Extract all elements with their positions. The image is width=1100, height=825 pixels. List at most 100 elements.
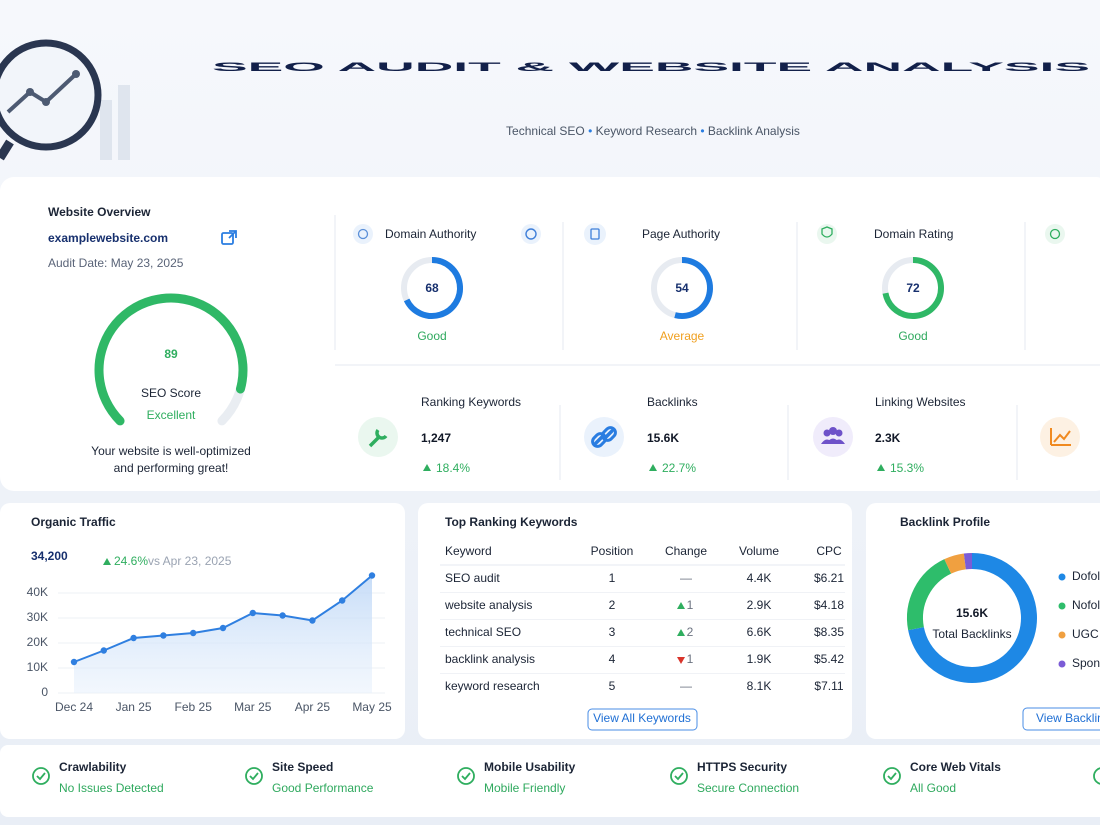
cell: backlink analysis	[445, 652, 535, 666]
cell: $4.18	[814, 598, 844, 612]
subtitle-item: Technical SEO	[506, 124, 585, 138]
keywords-card	[418, 503, 852, 739]
check-icon	[32, 767, 50, 785]
metric-value: 1,247	[421, 431, 451, 445]
cell: $6.21	[814, 571, 844, 585]
check-icon	[670, 767, 688, 785]
donut-segment	[907, 559, 952, 631]
cell: keyword research	[445, 679, 540, 693]
authority-rating: Average	[660, 329, 705, 343]
ring-value	[674, 257, 713, 319]
check-status: Secure Connection	[697, 781, 799, 795]
authority-name: Domain Authority	[385, 227, 476, 241]
check-mark	[249, 772, 259, 781]
site[interactable]: examplewebsite.com	[48, 231, 168, 245]
metric-change: 22.7%	[662, 461, 696, 475]
overview-card	[0, 177, 1100, 491]
legend-dot	[1058, 602, 1066, 610]
score-rating: Excellent	[147, 408, 196, 422]
cell: 1	[687, 652, 694, 666]
cell: $5.42	[814, 652, 844, 666]
point	[160, 632, 167, 639]
cell: 1	[609, 571, 616, 585]
cell: $8.35	[814, 625, 844, 639]
separator: •	[585, 124, 596, 138]
icons	[353, 223, 1080, 457]
y-tick-label: 30K	[27, 610, 48, 624]
point	[70, 658, 78, 666]
point	[100, 647, 108, 654]
ring-value	[882, 257, 944, 319]
y-tick-label: 0	[41, 685, 48, 699]
y-tick-label: 20K	[27, 635, 48, 649]
legend-label: Spons	[1072, 656, 1100, 670]
chart-title: Organic Traffic	[31, 515, 116, 529]
authority-rating: Good	[898, 329, 927, 343]
column-header: Position	[591, 544, 634, 558]
point	[130, 634, 137, 642]
y-tick-label: 10K	[27, 660, 48, 674]
audit-date: Audit Date: May 23, 2025	[48, 256, 184, 270]
authority-value: 54	[675, 281, 689, 295]
metric-name: Ranking Keywords	[421, 395, 521, 409]
logo	[0, 39, 130, 161]
legend-dot	[1058, 660, 1066, 668]
metric-value: 2.3K	[875, 431, 901, 445]
view-backlinks-button[interactable]	[1022, 707, 1100, 731]
cell: —	[680, 571, 692, 585]
cell: 2	[609, 598, 616, 612]
column-header: Volume	[739, 544, 779, 558]
authority-name: Domain Rating	[874, 227, 953, 241]
donut-segment	[908, 553, 1037, 683]
score-label: SEO Score	[141, 386, 201, 400]
check-icon	[245, 767, 263, 785]
area	[74, 575, 372, 693]
cell: 4	[609, 652, 616, 666]
legend-dot	[1058, 631, 1066, 639]
check-mark	[674, 772, 684, 781]
cell: 1.9K	[747, 652, 772, 666]
point	[279, 612, 286, 619]
change-arrow	[677, 602, 685, 609]
cell: 8.1K	[747, 679, 772, 693]
view-all-button[interactable]	[587, 708, 698, 731]
metric-value: 15.6K	[647, 431, 679, 445]
check-mark	[36, 772, 46, 781]
check-icon	[883, 767, 901, 785]
x-tick-label: Feb 25	[175, 700, 213, 714]
view-backlinks-label[interactable]: View Backlin	[1036, 711, 1100, 725]
external-link-icon[interactable]	[221, 230, 237, 245]
headline-change: 24.6%	[114, 554, 148, 568]
x-tick-label: Jan 25	[116, 700, 152, 714]
cell: technical SEO	[445, 625, 521, 639]
authority-value: 68	[425, 281, 439, 295]
trend-arrow	[649, 464, 657, 471]
headline: 34,200	[31, 549, 68, 563]
point	[339, 597, 346, 604]
check-status: Good Performance	[272, 781, 374, 795]
donut-segment	[944, 553, 967, 574]
change-arrow	[677, 629, 685, 636]
title: SEO AUDIT & WEBSITE ANALYSIS	[212, 60, 1090, 74]
column-header: CPC	[816, 544, 842, 558]
x-tick-label: Mar 25	[234, 700, 272, 714]
check-mark	[461, 772, 471, 781]
checks-card	[0, 745, 1100, 817]
table-title: Top Ranking Keywords	[445, 515, 578, 529]
cell: 2.9K	[747, 598, 772, 612]
x-tick-label: May 25	[352, 700, 392, 714]
chart-title: Backlink Profile	[900, 515, 990, 529]
donut-value: 15.6K	[956, 606, 988, 620]
subtitle-item: Backlink Analysis	[708, 124, 800, 138]
score: 89	[164, 347, 178, 361]
cell: website analysis	[444, 598, 532, 612]
check-name: Site Speed	[272, 760, 333, 774]
cell: 5	[609, 679, 616, 693]
view-all-label[interactable]: View All Keywords	[593, 711, 691, 725]
trend-arrow	[103, 558, 111, 565]
point	[249, 609, 256, 617]
trend-arrow	[877, 464, 885, 471]
check-icon	[457, 767, 475, 785]
authority-name: Page Authority	[642, 227, 720, 241]
